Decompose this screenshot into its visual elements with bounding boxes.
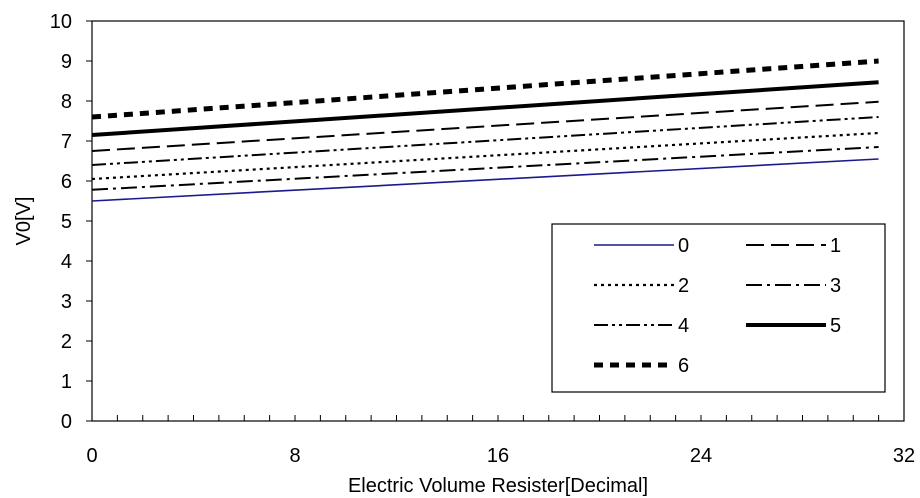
series-line-3 xyxy=(91,146,879,191)
x-tick-label: 32 xyxy=(893,445,915,467)
legend-label-4: 4 xyxy=(678,315,689,337)
x-axis-title: Electric Volume Resister[Decimal] xyxy=(348,475,648,497)
y-tick-label: 6 xyxy=(61,171,72,193)
y-tick-label: 4 xyxy=(61,251,72,273)
y-tick-label: 2 xyxy=(61,331,72,353)
series-group xyxy=(91,58,879,202)
series-line-6 xyxy=(91,58,879,120)
series-line-1 xyxy=(91,100,879,152)
y-tick-label: 9 xyxy=(61,51,72,73)
legend-label-2: 2 xyxy=(678,275,689,297)
y-tick-label: 7 xyxy=(61,131,72,153)
y-tick-label: 10 xyxy=(50,11,72,33)
legend-label-1: 1 xyxy=(830,235,841,257)
x-tick-label: 24 xyxy=(690,445,712,467)
series-line-2 xyxy=(91,131,879,181)
legend-label-3: 3 xyxy=(830,275,841,297)
x-tick-label: 8 xyxy=(289,445,300,467)
y-axis-title: V0[V] xyxy=(13,197,35,246)
y-tick-label: 0 xyxy=(61,411,72,433)
legend-label-0: 0 xyxy=(678,235,689,257)
y-tick-label: 1 xyxy=(61,371,72,393)
y-tick-label: 8 xyxy=(61,91,72,113)
x-tick-label: 16 xyxy=(487,445,509,467)
y-tick-label: 3 xyxy=(61,291,72,313)
legend: 0 1 2 3 4 5 6 xyxy=(551,223,886,393)
series-line-5 xyxy=(91,80,879,137)
x-minor-ticks xyxy=(116,415,880,421)
series-line-4 xyxy=(91,116,879,166)
series-line-0 xyxy=(91,158,879,202)
legend-label-6: 6 xyxy=(678,355,689,377)
legend-box xyxy=(551,223,886,393)
y-tick-label: 5 xyxy=(61,211,72,233)
x-tick-label: 0 xyxy=(86,445,97,467)
y-tick-labels: 0 1 2 3 4 5 6 7 8 9 10 xyxy=(50,11,72,433)
legend-label-5: 5 xyxy=(830,315,841,337)
y-axis-ticks xyxy=(86,20,92,422)
legend-items: 0 1 2 3 4 5 6 xyxy=(594,235,841,377)
x-tick-labels: 0 8 16 24 32 xyxy=(86,445,915,467)
